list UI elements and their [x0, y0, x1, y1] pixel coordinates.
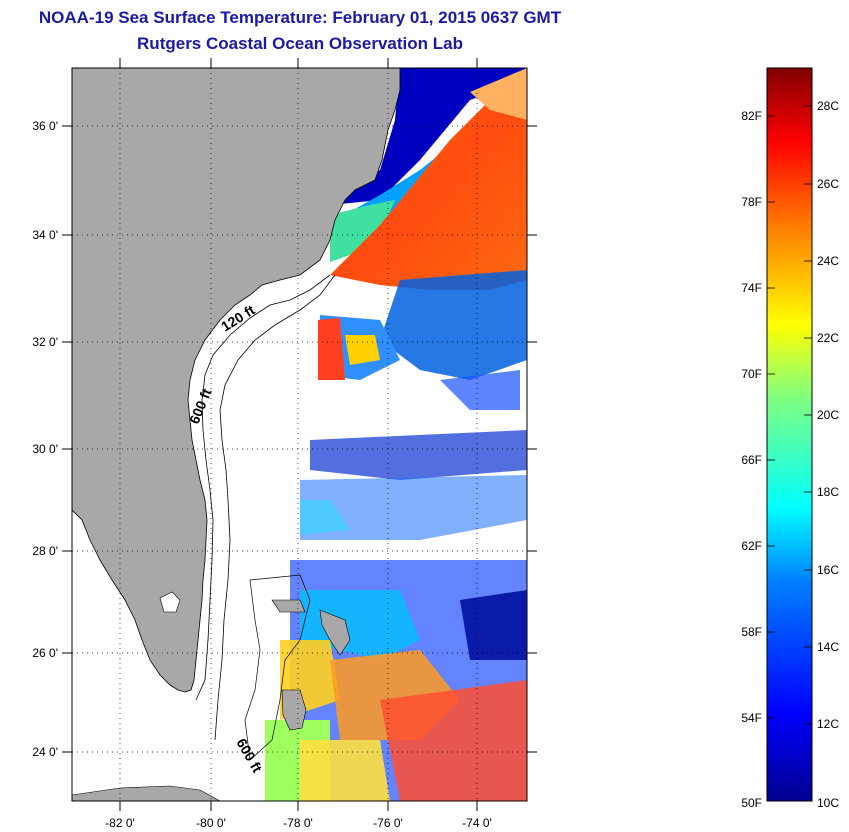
contour-120ft — [195, 274, 331, 701]
lat-label-34: 34 0' — [32, 228, 58, 242]
sst-map: 120 ft 600 ft 600 ft — [72, 68, 527, 801]
colorbar-c-18: 18C — [817, 485, 839, 499]
colorbar-c-20: 20C — [817, 408, 839, 422]
bahamas-grand — [271, 599, 306, 613]
contour-bahamas — [244, 574, 311, 761]
colorbar-ticks — [767, 105, 812, 725]
colorbar-c-28: 28C — [817, 99, 839, 113]
colorbar: 82F 78F 74F 70F 66F 62F 58F 54F 50F 28C … — [741, 67, 839, 810]
lon-label-76: -76 0' — [373, 816, 403, 830]
colorbar-f-54: 54F — [741, 711, 762, 725]
contour-600ft — [214, 274, 336, 741]
colorbar-f-74: 74F — [741, 281, 762, 295]
colorbar-gradient — [766, 67, 813, 802]
lat-label-28: 28 0' — [32, 544, 58, 558]
colorbar-c-12: 12C — [817, 717, 839, 731]
colorbar-c-26: 26C — [817, 177, 839, 191]
colorbar-f-62: 62F — [741, 539, 762, 553]
colorbar-c-14: 14C — [817, 640, 839, 654]
map-grid — [72, 68, 527, 801]
colorbar-c-10: 10C — [817, 796, 839, 810]
bahamas-andros — [281, 689, 307, 731]
lon-label-78: -78 0' — [283, 816, 313, 830]
colorbar-c-24: 24C — [817, 254, 839, 268]
colorbar-f-58: 58F — [741, 625, 762, 639]
land-mass — [72, 68, 401, 693]
lon-label-80: -80 0' — [196, 816, 226, 830]
lon-label-74: -74 0' — [462, 816, 492, 830]
colorbar-f-50: 50F — [741, 796, 762, 810]
colorbar-c-22: 22C — [817, 331, 839, 345]
map-subtitle: Rutgers Coastal Ocean Observation Lab — [137, 34, 463, 53]
lat-label-36: 36 0' — [32, 119, 58, 133]
map-frame — [71, 67, 528, 802]
lat-label-24: 24 0' — [32, 745, 58, 759]
lon-label-82: -82 0' — [105, 816, 135, 830]
lat-label-30: 30 0' — [32, 442, 58, 456]
colorbar-f-82: 82F — [741, 109, 762, 123]
map-axis-ticks — [62, 58, 537, 811]
bahamas-abaco — [319, 609, 351, 656]
lat-label-32: 32 0' — [32, 335, 58, 349]
colorbar-f-70: 70F — [741, 367, 762, 381]
lat-label-26: 26 0' — [32, 646, 58, 660]
colorbar-c-16: 16C — [817, 563, 839, 577]
sst-swath — [265, 68, 527, 801]
colorbar-f-78: 78F — [741, 195, 762, 209]
lake-okeechobee — [159, 591, 181, 613]
map-title: NOAA-19 Sea Surface Temperature: Februar… — [38, 8, 562, 27]
colorbar-f-66: 66F — [741, 453, 762, 467]
